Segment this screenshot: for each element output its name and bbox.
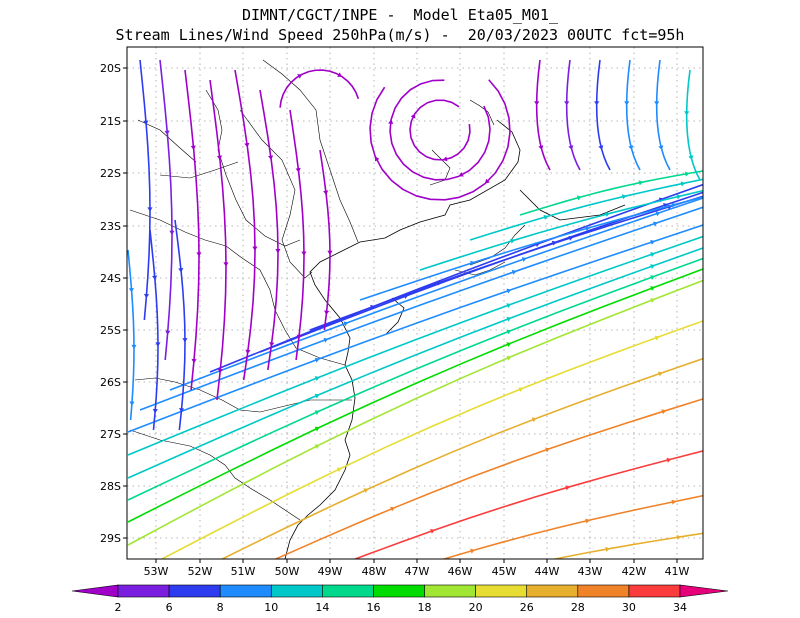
stream-line: [441, 494, 703, 559]
lon-label: 52W: [188, 565, 213, 578]
stream-line: [655, 59, 671, 171]
stream-line: [127, 257, 703, 501]
stream-line: [353, 450, 703, 559]
stream-line: [273, 398, 703, 559]
latitude-labels: 20S 21S 22S 23S 24S 25S 26S 27S 28S 29S: [100, 62, 127, 545]
colorbar-segment: [322, 584, 374, 598]
stream-line: [595, 59, 611, 171]
lat-label: 23S: [100, 220, 121, 233]
lat-label: 29S: [100, 532, 121, 545]
title-line-2: Stream Lines/Wind Speed 250hPa(m/s) - 20…: [115, 26, 685, 44]
stream-line: [127, 224, 703, 433]
colorbar-label: 8: [217, 601, 224, 614]
lon-label: 50W: [275, 565, 300, 578]
stream-line: [139, 206, 703, 411]
stream-line: [359, 196, 703, 301]
lat-label: 25S: [100, 324, 121, 337]
colorbar-label: 28: [571, 601, 585, 614]
coastline: [129, 59, 626, 559]
stream-line: [127, 279, 703, 546]
stream-line: [127, 235, 703, 456]
longitude-labels: 53W 52W 51W 50W 49W 48W 47W 46W 45W 44W 43W 42W 41W: [144, 559, 690, 578]
colorbar-label: 18: [418, 601, 432, 614]
stream-line: [139, 59, 151, 321]
lon-label: 42W: [622, 565, 647, 578]
colorbar-label: 14: [315, 601, 329, 614]
lon-label: 41W: [665, 565, 690, 578]
stream-line: [419, 189, 703, 271]
stream-line: [565, 59, 581, 171]
stream-line: [169, 197, 703, 391]
stream-line: [127, 249, 135, 421]
stream-line: [159, 59, 173, 361]
stream-line: [220, 357, 703, 559]
stream-line: [409, 99, 471, 161]
lon-label: 47W: [405, 565, 430, 578]
stream-line: [309, 195, 703, 331]
colorbar-segment: [475, 584, 528, 598]
lon-label: 49W: [318, 565, 343, 578]
stream-line: [469, 178, 703, 241]
stream-line: [369, 79, 511, 201]
stream-lines: [127, 59, 703, 559]
lon-label: 48W: [362, 565, 387, 578]
lat-label: 24S: [100, 272, 121, 285]
colorbar-segment: [577, 584, 630, 598]
stream-line: [149, 229, 159, 431]
stream-line: [625, 59, 641, 171]
stream-line: [160, 320, 703, 559]
lat-label: 20S: [100, 62, 121, 75]
stream-line: [685, 69, 701, 181]
stream-line: [319, 149, 331, 331]
lon-label: 43W: [578, 565, 603, 578]
map-frame-border: [126, 46, 704, 560]
stream-line: [184, 69, 200, 391]
lon-label: 44W: [535, 565, 560, 578]
stream-line: [535, 59, 551, 171]
colorbar-label: 2: [115, 601, 122, 614]
colorbar-right-arrow: [679, 584, 729, 598]
colorbar-label: 6: [166, 601, 173, 614]
stream-line: [174, 219, 186, 431]
colorbar-label: 30: [622, 601, 636, 614]
colorbar-segment: [219, 584, 272, 598]
colorbar-label: 20: [469, 601, 483, 614]
stream-line: [551, 532, 703, 559]
stream-line: [519, 170, 703, 216]
colorbar-label: 10: [264, 601, 278, 614]
lon-label: 45W: [492, 565, 517, 578]
stream-line: [234, 69, 256, 381]
colorbar-segment: [270, 584, 323, 598]
stream-line: [289, 109, 305, 361]
stream-line: [389, 79, 491, 181]
lat-label: 21S: [100, 115, 121, 128]
colorbar-label: 34: [673, 601, 687, 614]
colorbar-label: 26: [520, 601, 534, 614]
lat-label: 27S: [100, 428, 121, 441]
colorbar-left-arrow: [71, 584, 119, 598]
lat-label: 26S: [100, 376, 121, 389]
colorbar-segment: [373, 584, 425, 598]
title-line-1: DIMNT/CGCT/INPE - Model Eta05_M01_: [241, 6, 559, 24]
lat-label: 28S: [100, 480, 121, 493]
lon-label: 51W: [231, 565, 256, 578]
stream-line: [209, 79, 227, 401]
lon-label: 53W: [144, 565, 169, 578]
lat-label: 22S: [100, 167, 121, 180]
colorbar-segment: [526, 584, 579, 598]
stream-line: [127, 247, 703, 479]
colorbar-segment: [424, 584, 476, 598]
colorbar-segment: [168, 584, 221, 598]
colorbar-segment: [117, 584, 170, 598]
colorbar-label: 16: [366, 601, 380, 614]
stream-line: [279, 69, 360, 108]
colorbar-segment: [628, 584, 681, 598]
lon-label: 46W: [448, 565, 473, 578]
stream-line: [127, 268, 703, 523]
stream-line: [259, 89, 279, 371]
